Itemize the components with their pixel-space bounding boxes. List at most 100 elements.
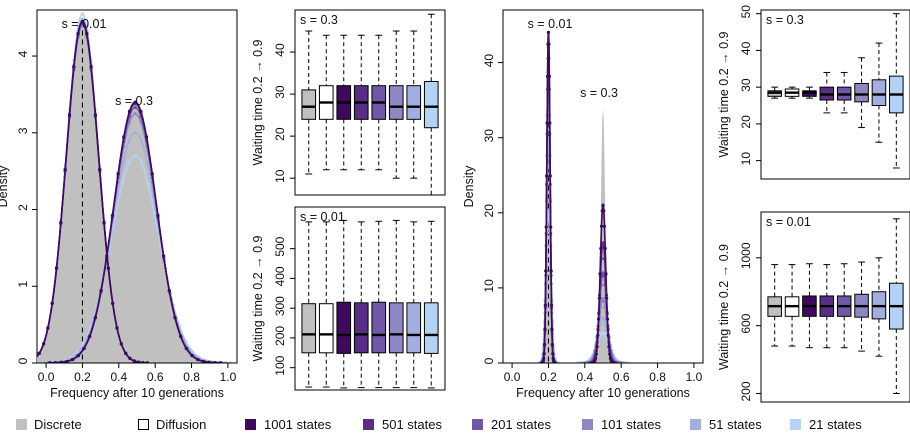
y-axis-label: Waiting time 0.2 → 0.9 bbox=[717, 244, 731, 370]
density-point bbox=[601, 203, 605, 207]
density-point bbox=[80, 17, 85, 21]
density-point bbox=[115, 326, 119, 330]
density-point bbox=[548, 174, 552, 178]
density-point bbox=[133, 131, 137, 135]
density-point bbox=[603, 246, 607, 251]
y-tick-label: 0 bbox=[482, 357, 496, 364]
x-axis-label: Frequency after 10 generations bbox=[50, 386, 224, 400]
y-tick-label: 10 bbox=[273, 169, 287, 183]
density-point bbox=[594, 356, 598, 361]
density-point bbox=[133, 100, 137, 104]
density-point bbox=[120, 181, 125, 185]
y-tick-label: 300 bbox=[273, 296, 287, 316]
x-tick-label: 0.4 bbox=[576, 370, 593, 384]
panel-frame bbox=[760, 9, 910, 180]
annotation-label: s = 0.01 bbox=[528, 17, 573, 31]
density-point bbox=[607, 345, 611, 349]
y-axis-label: Density bbox=[0, 165, 10, 207]
density-point bbox=[604, 272, 608, 276]
y-axis-label: Waiting time 0.2 → 0.9 bbox=[251, 235, 265, 361]
density-point bbox=[195, 357, 200, 362]
density-point bbox=[549, 225, 553, 229]
density-point bbox=[133, 105, 137, 110]
legend-swatch-201 bbox=[472, 419, 483, 430]
panel-box_left_s001: 100 200 300 400 500 Waiting time 0.2 → 0.9 s =… bbox=[251, 206, 446, 391]
box-diffusion bbox=[318, 303, 334, 354]
y-tick-label: 3 bbox=[16, 127, 30, 134]
density-point bbox=[85, 31, 89, 36]
density-point bbox=[548, 121, 552, 125]
density-point bbox=[127, 161, 131, 165]
x-tick-label: 0.0 bbox=[504, 370, 521, 384]
density-point bbox=[93, 315, 98, 319]
density-point bbox=[549, 303, 554, 307]
density-point bbox=[67, 113, 72, 117]
density-point bbox=[184, 346, 188, 350]
y-tick-label: 4 bbox=[16, 50, 30, 57]
discrete-density-area bbox=[37, 102, 237, 363]
density-point bbox=[599, 224, 604, 228]
density-point bbox=[127, 109, 132, 113]
density-point bbox=[33, 357, 36, 360]
density-point bbox=[541, 359, 545, 363]
x-tick-label: 1.0 bbox=[220, 370, 237, 384]
density-point bbox=[114, 210, 118, 215]
discrete-density-area bbox=[37, 21, 237, 363]
box-s51 bbox=[406, 85, 422, 120]
density-point bbox=[173, 315, 177, 319]
density-point bbox=[139, 109, 143, 113]
x-tick-label: 0.2 bbox=[74, 370, 91, 384]
y-tick-label: 30 bbox=[273, 85, 287, 99]
legend-label-51: 51 states bbox=[709, 417, 762, 432]
density-point bbox=[72, 65, 76, 69]
legend-label-101: 101 states bbox=[601, 417, 661, 432]
box-s501 bbox=[353, 302, 369, 354]
x-tick-label: 0.6 bbox=[613, 370, 630, 384]
density-point bbox=[201, 359, 205, 363]
density-point bbox=[550, 327, 554, 331]
y-tick-label: 20 bbox=[739, 115, 753, 129]
density-point bbox=[594, 352, 598, 356]
x-axis-label: Frequency after 10 generations bbox=[516, 386, 690, 400]
box-s101 bbox=[854, 82, 869, 103]
box-s21 bbox=[423, 80, 439, 129]
density-point bbox=[178, 334, 183, 338]
density-point bbox=[65, 359, 69, 363]
y-axis-label: Waiting time 0.2 → 0.9 bbox=[251, 39, 265, 165]
density-point bbox=[605, 317, 610, 321]
density-point bbox=[544, 225, 548, 229]
panel-density_left: 0.0 0.2 0.4 0.6 0.8 1.0 0 1 2 3 4 Frequency after 1… bbox=[0, 9, 238, 400]
density-point bbox=[145, 161, 149, 165]
panel-box_right_s001: 200 600 1000 Waiting time 0.2 → 0.9 s = 0.01 bbox=[717, 211, 910, 403]
panel-frame bbox=[294, 206, 446, 391]
density-point bbox=[543, 327, 547, 331]
y-tick-label: 400 bbox=[273, 266, 287, 286]
density-point bbox=[156, 213, 160, 217]
y-tick-label: 200 bbox=[739, 381, 753, 401]
density-point bbox=[146, 181, 150, 185]
box-s51 bbox=[406, 302, 422, 354]
y-tick-label: 0 bbox=[16, 357, 30, 364]
density-point bbox=[608, 352, 612, 356]
annotation-label: s = 0.01 bbox=[62, 17, 107, 31]
density-point bbox=[602, 299, 606, 303]
x-tick-label: 1.0 bbox=[686, 370, 703, 384]
density-point bbox=[33, 357, 36, 360]
density-point bbox=[34, 357, 37, 360]
density-point bbox=[102, 221, 106, 225]
density-point bbox=[601, 241, 605, 245]
density-point bbox=[596, 317, 601, 321]
panel-box_left_s03: 10 20 30 40 Waiting time 0.2 → 0.9 s = 0.3 bbox=[251, 9, 446, 196]
density-point bbox=[597, 296, 601, 300]
legend-swatch-1001 bbox=[245, 419, 256, 430]
density-point bbox=[124, 351, 128, 355]
density-point bbox=[595, 345, 599, 349]
density-point bbox=[139, 161, 144, 165]
density-point bbox=[111, 301, 115, 305]
density-point bbox=[59, 360, 64, 363]
density-point bbox=[122, 135, 126, 139]
density-point bbox=[82, 346, 86, 350]
legend-label-discrete: Discrete bbox=[34, 417, 82, 432]
annotation-label: s = 0.3 bbox=[300, 13, 338, 27]
y-tick-label: 2 bbox=[16, 204, 30, 211]
